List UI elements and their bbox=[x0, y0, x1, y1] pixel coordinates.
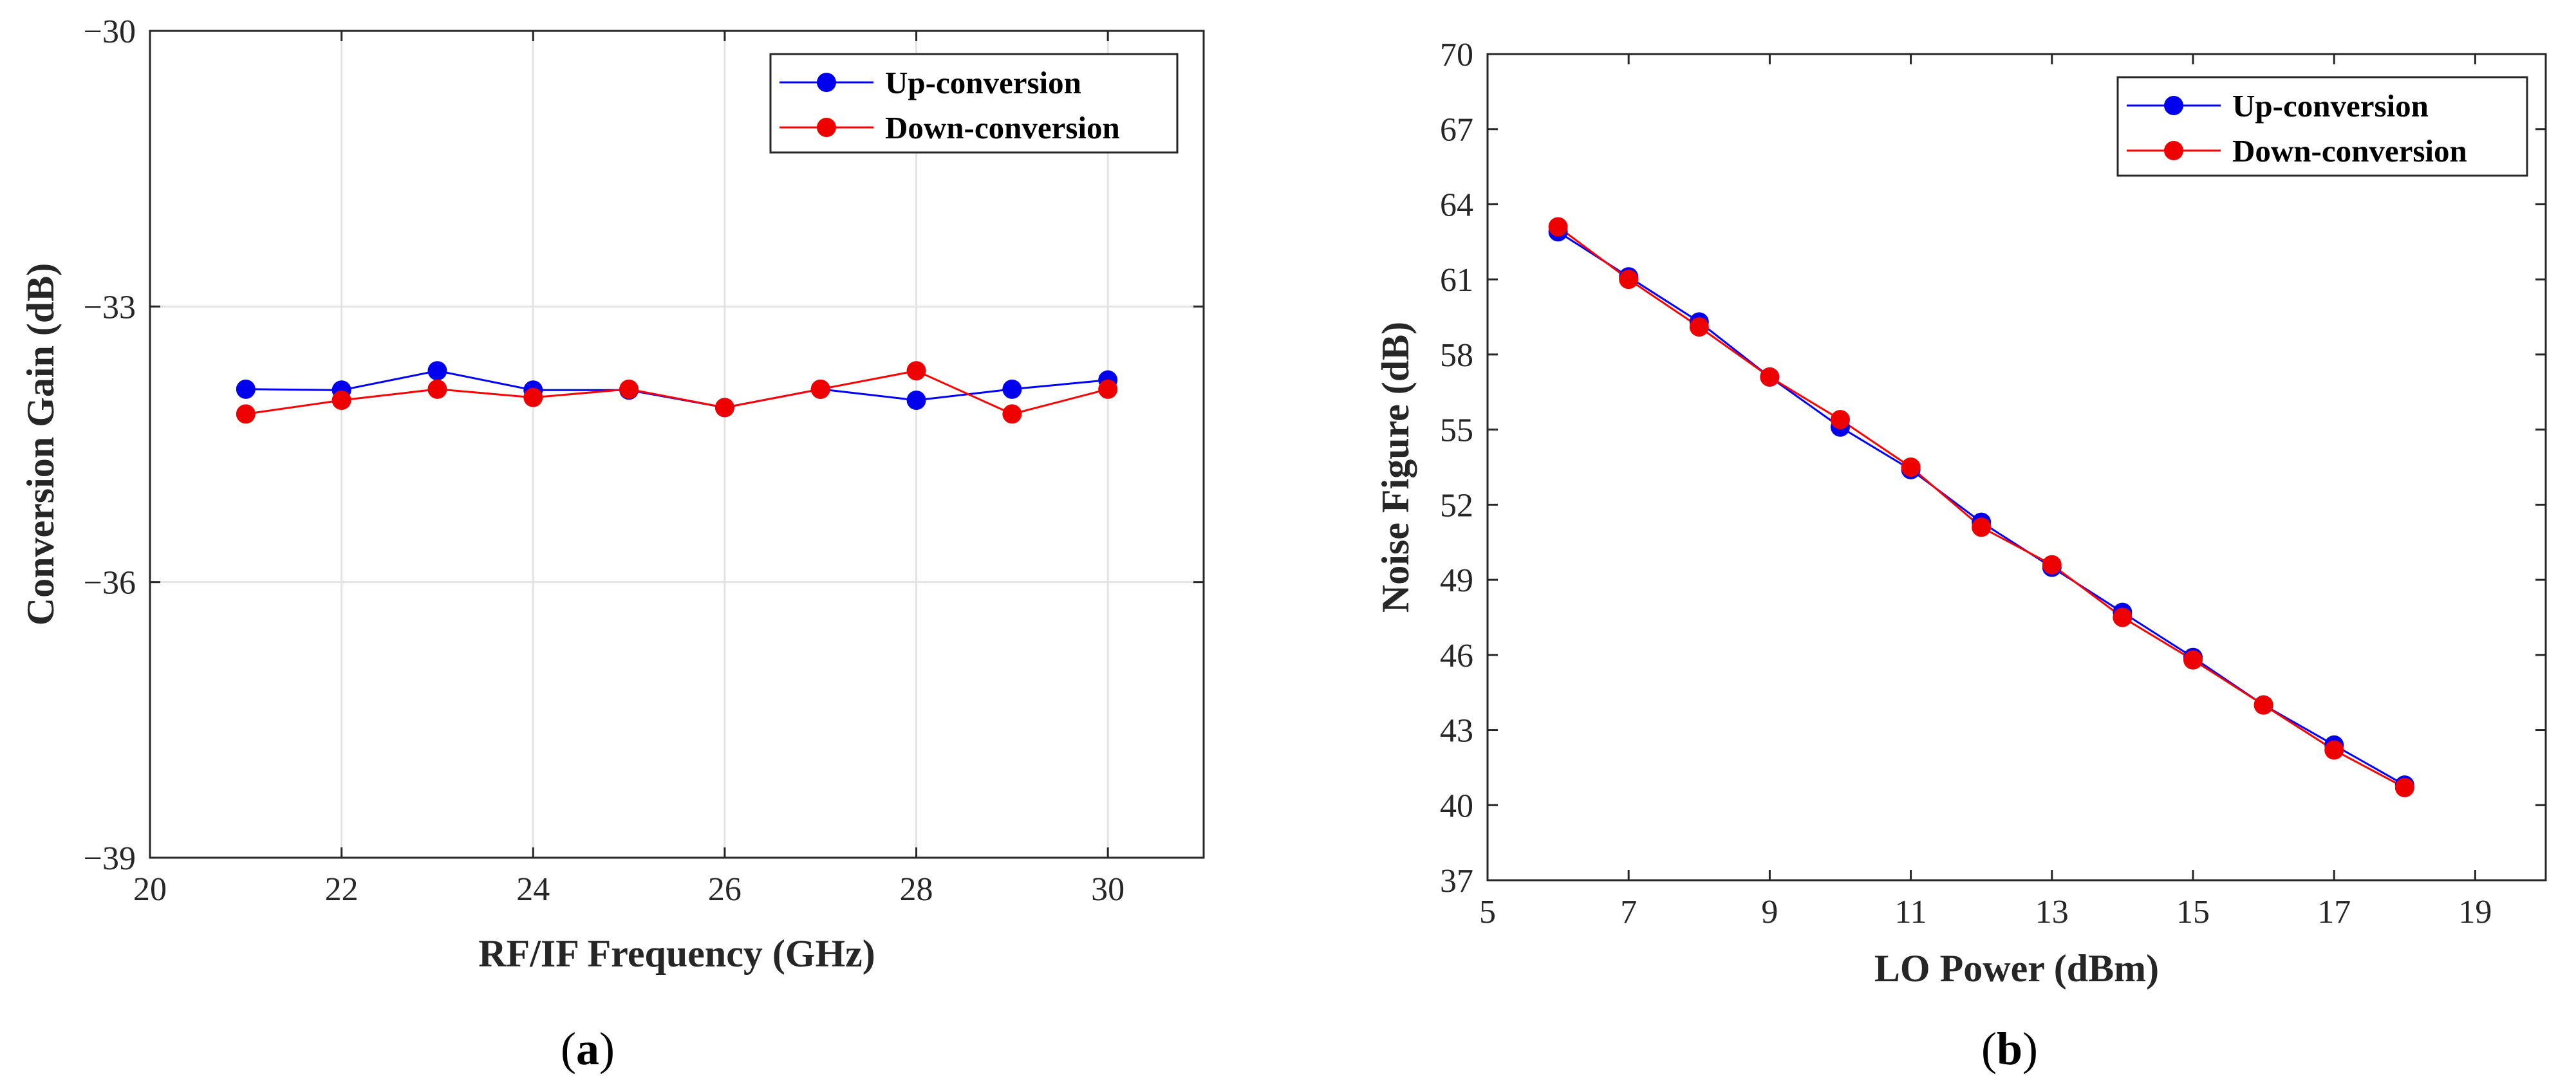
panel-a-legend-box bbox=[769, 53, 1179, 154]
panel-a-x-axis-label: RF/IF Frequency (GHz) bbox=[478, 932, 875, 975]
data-point-down-conversion bbox=[2042, 555, 2062, 575]
panel-b-caption-close: ) bbox=[2022, 1023, 2038, 1075]
x-tick-label: 9 bbox=[1761, 894, 1778, 930]
panel-a-legend-label-up: Up-conversion bbox=[885, 65, 1081, 100]
series-line-up-conversion bbox=[1557, 231, 2405, 786]
panel-b-legend-marker-up bbox=[2164, 96, 2183, 115]
data-point-down-conversion bbox=[906, 361, 926, 381]
panel-b-y-axis-label: Noise Figure (dB) bbox=[1374, 322, 1417, 613]
x-tick-label: 28 bbox=[900, 871, 933, 908]
panel-a-caption-open: ( bbox=[561, 1023, 576, 1075]
x-tick-label: 13 bbox=[2035, 894, 2069, 930]
panel-b-noise-figure-chart: 5 7 9 11 13 15 17 19 37 40 43 46 49 52 55 58 61 64 67 70 LO… bbox=[1374, 37, 2547, 1075]
panel-a-legend-marker-up bbox=[817, 73, 836, 92]
y-tick-label: 40 bbox=[1440, 788, 1473, 824]
panel-b-legend-marker-down bbox=[2164, 141, 2183, 160]
series-line-down-conversion bbox=[245, 369, 1108, 415]
y-tick-label: 64 bbox=[1440, 187, 1473, 223]
panel-b-x-axis-label: LO Power (dBm) bbox=[1874, 947, 2159, 990]
x-tick-label: 17 bbox=[2317, 894, 2351, 930]
panel-a-legend: Up-conversion Down-conversion bbox=[769, 53, 1179, 154]
x-tick-label: 5 bbox=[1479, 894, 1496, 930]
y-tick-label: 58 bbox=[1440, 337, 1473, 374]
data-point-down-conversion bbox=[331, 390, 351, 410]
data-point-down-conversion bbox=[2254, 695, 2273, 715]
panel-b-caption-letter: b bbox=[1997, 1023, 2022, 1075]
y-tick-label: −39 bbox=[84, 840, 136, 877]
x-tick-label: 7 bbox=[1620, 894, 1637, 930]
series-line-down-conversion bbox=[1557, 226, 2405, 789]
y-tick-label: 49 bbox=[1440, 562, 1473, 599]
y-tick-label: 52 bbox=[1440, 487, 1473, 524]
x-tick-label: 19 bbox=[2458, 894, 2492, 930]
panel-a-caption-letter: a bbox=[576, 1023, 599, 1075]
data-point-down-conversion bbox=[1548, 217, 1568, 237]
y-tick-label: 70 bbox=[1440, 37, 1473, 73]
y-tick-label: −36 bbox=[84, 565, 136, 602]
y-tick-label: 67 bbox=[1440, 112, 1473, 149]
panel-b-caption-open: ( bbox=[1981, 1023, 1997, 1075]
data-point-down-conversion bbox=[2324, 740, 2344, 760]
x-tick-label: 30 bbox=[1091, 871, 1125, 908]
x-tick-label: 24 bbox=[516, 871, 550, 908]
data-point-down-conversion bbox=[714, 398, 734, 418]
x-tick-label: 11 bbox=[1895, 894, 1927, 930]
data-point-down-conversion bbox=[427, 379, 447, 399]
data-point-down-conversion bbox=[2113, 607, 2133, 627]
panel-a-ticks: 20 22 24 26 28 30 −39 −36 −33 −30 bbox=[84, 14, 1204, 908]
panel-b-legend: Up-conversion Down-conversion bbox=[2116, 76, 2528, 177]
data-point-up-conversion bbox=[236, 379, 256, 399]
panel-b-plot-frame bbox=[1486, 53, 2547, 882]
panel-a-legend-marker-down bbox=[817, 118, 836, 137]
panel-a-grid bbox=[150, 31, 1204, 858]
y-tick-label: 55 bbox=[1440, 412, 1473, 449]
data-point-down-conversion bbox=[1831, 410, 1850, 430]
x-tick-label: 15 bbox=[2176, 894, 2210, 930]
data-point-down-conversion bbox=[810, 379, 830, 399]
data-point-down-conversion bbox=[1619, 270, 1639, 290]
data-point-down-conversion bbox=[2394, 778, 2414, 798]
y-tick-label: 46 bbox=[1440, 638, 1473, 674]
panel-a-conversion-gain-chart: 20 22 24 26 28 30 −39 −36 −33 −30 RF/IF Frequency… bbox=[19, 14, 1205, 1075]
panel-b-ticks: 5 7 9 11 13 15 17 19 37 40 43 46 49 52 55 58 61 64 67 70 bbox=[1440, 37, 2546, 930]
data-point-down-conversion bbox=[1972, 517, 1992, 537]
data-point-down-conversion bbox=[523, 387, 543, 407]
y-tick-label: 43 bbox=[1440, 713, 1473, 750]
x-tick-label: 20 bbox=[133, 871, 167, 908]
x-tick-label: 26 bbox=[708, 871, 742, 908]
data-point-down-conversion bbox=[1760, 367, 1780, 387]
y-tick-label: 37 bbox=[1440, 863, 1473, 900]
panel-a-y-axis-label: Conversion Gain (dB) bbox=[19, 263, 62, 625]
y-tick-label: 61 bbox=[1440, 262, 1473, 299]
panel-b-caption: (b) bbox=[1981, 1023, 2038, 1075]
panel-b-legend-label-down: Down-conversion bbox=[2232, 133, 2467, 169]
data-point-down-conversion bbox=[2183, 650, 2203, 670]
data-point-down-conversion bbox=[1901, 457, 1921, 477]
panel-a-caption: (a) bbox=[561, 1023, 615, 1075]
data-point-up-conversion bbox=[427, 361, 447, 381]
data-point-down-conversion bbox=[1689, 317, 1709, 337]
series-line-up-conversion bbox=[245, 369, 1108, 409]
data-point-up-conversion bbox=[906, 390, 926, 410]
panel-b-series bbox=[1548, 217, 2414, 798]
data-point-down-conversion bbox=[236, 404, 256, 424]
data-point-down-conversion bbox=[1098, 379, 1118, 399]
data-point-up-conversion bbox=[1002, 379, 1022, 399]
panel-b-legend-box bbox=[2116, 76, 2528, 177]
panel-a-caption-close: ) bbox=[599, 1023, 615, 1075]
panel-a-series bbox=[236, 361, 1118, 424]
y-tick-label: −30 bbox=[84, 14, 136, 50]
data-point-down-conversion bbox=[619, 379, 639, 399]
panel-a-plot-frame bbox=[149, 30, 1205, 859]
data-point-down-conversion bbox=[1002, 404, 1022, 424]
x-tick-label: 22 bbox=[325, 871, 359, 908]
panel-a-legend-label-down: Down-conversion bbox=[885, 110, 1120, 145]
panel-b-legend-label-up: Up-conversion bbox=[2232, 88, 2429, 124]
y-tick-label: −33 bbox=[84, 289, 136, 326]
